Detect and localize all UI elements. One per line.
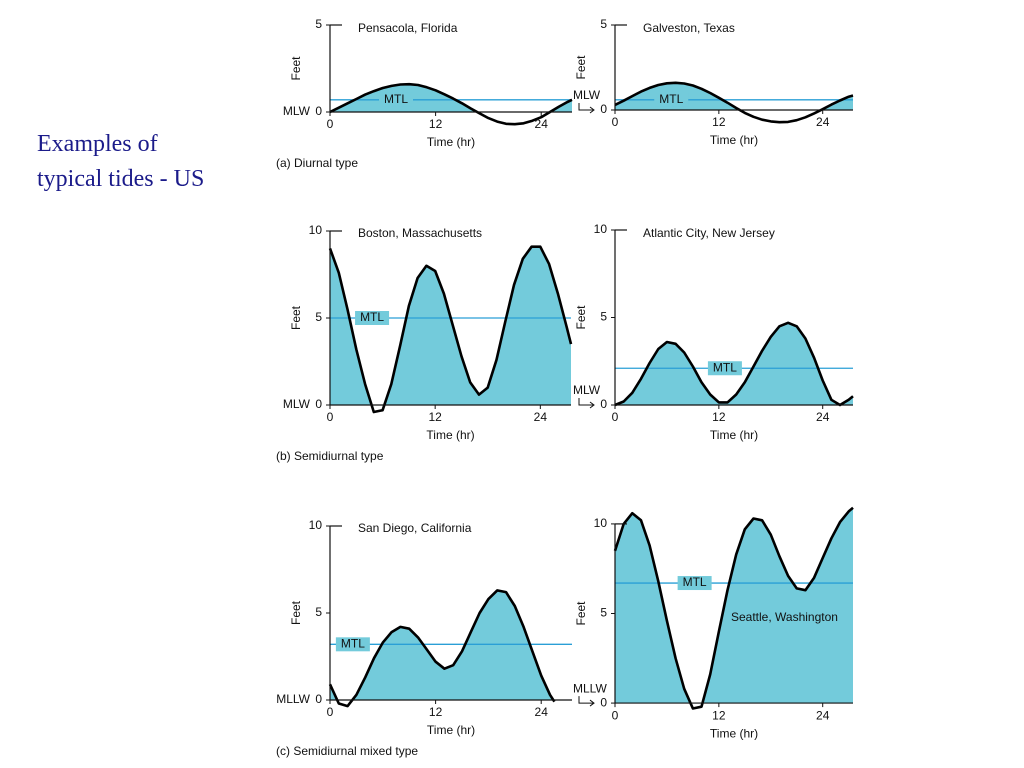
x-tick-label: 12 — [712, 708, 726, 722]
x-tick-label: 12 — [429, 117, 443, 131]
datum-arrow — [578, 398, 595, 409]
tide-curve — [614, 321, 854, 407]
y-tick-label: 5 — [315, 17, 322, 31]
y-axis-label: Feet — [574, 55, 588, 80]
y-axis-label: Feet — [289, 56, 303, 81]
mtl-label: MTL — [683, 575, 707, 589]
y-tick-label: 0 — [315, 104, 322, 118]
x-tick-label: 24 — [535, 117, 549, 131]
x-axis-label: Time (hr) — [427, 723, 475, 737]
mtl-label-bg — [677, 576, 712, 591]
chart-title: Atlantic City, New Jersey — [643, 226, 775, 240]
tide-area — [615, 507, 853, 704]
chart-title: Pensacola, Florida — [358, 21, 458, 35]
y-tick-label: 5 — [600, 310, 607, 324]
y-axis-label: Feet — [289, 305, 303, 330]
x-tick-label: 0 — [327, 410, 334, 424]
datum-label: MLLW — [573, 681, 607, 695]
x-tick-label: 12 — [712, 410, 726, 424]
mtl-label-bg — [335, 637, 370, 652]
y-tick-label: 5 — [600, 17, 607, 31]
mtl-label: MTL — [341, 636, 365, 650]
tide-area — [330, 590, 555, 700]
datum-label: MLW — [283, 104, 311, 118]
caption: (b) Semidiurnal type — [276, 449, 384, 463]
x-tick-label: 24 — [816, 115, 830, 129]
y-tick-label: 0 — [600, 397, 607, 411]
chart-title: Boston, Massachusetts — [358, 226, 482, 240]
y-tick-label: 0 — [315, 692, 322, 706]
datum-label: MLW — [283, 397, 311, 411]
datum-arrow — [578, 103, 595, 114]
y-axis-label: Feet — [574, 305, 588, 330]
tide-area — [615, 322, 853, 405]
x-axis-label: Time (hr) — [427, 135, 475, 149]
y-tick-label: 0 — [600, 102, 607, 116]
x-axis-label: Time (hr) — [710, 428, 758, 442]
mtl-label: MTL — [659, 92, 683, 106]
x-tick-label: 12 — [428, 410, 442, 424]
chart-title: Seattle, Washington — [731, 610, 838, 624]
y-tick-label: 10 — [309, 223, 323, 237]
y-tick-label: 10 — [594, 222, 608, 236]
x-tick-label: 12 — [429, 705, 443, 719]
x-tick-label: 0 — [327, 117, 334, 131]
x-axis-label: Time (hr) — [710, 133, 758, 147]
caption: (c) Semidiurnal mixed type — [276, 744, 418, 758]
datum-label: MLW — [573, 383, 601, 397]
datum-label: MLW — [573, 88, 601, 102]
x-axis-label: Time (hr) — [710, 726, 758, 740]
y-axis-label: Feet — [574, 601, 588, 626]
x-tick-label: 24 — [816, 708, 830, 722]
x-tick-label: 24 — [535, 705, 549, 719]
tide-area — [330, 246, 571, 405]
x-axis-label: Time (hr) — [426, 428, 474, 442]
chart-title: San Diego, California — [358, 521, 472, 535]
datum-label: MLLW — [276, 692, 310, 706]
x-tick-label: 12 — [712, 115, 726, 129]
chart-title: Galveston, Texas — [643, 21, 735, 35]
slide-title-line: typical tides - US — [37, 166, 204, 192]
mtl-label: MTL — [384, 92, 408, 106]
tide-curve — [613, 506, 854, 710]
y-tick-label: 5 — [600, 606, 607, 620]
slide-title-line: Examples of — [37, 131, 158, 157]
tide-curve — [328, 589, 556, 708]
x-tick-label: 0 — [612, 708, 619, 722]
mtl-label: MTL — [360, 310, 384, 324]
mtl-label: MTL — [713, 360, 737, 374]
x-tick-label: 0 — [612, 115, 619, 129]
x-tick-label: 24 — [534, 410, 548, 424]
y-tick-label: 0 — [315, 397, 322, 411]
x-tick-label: 24 — [816, 410, 830, 424]
y-tick-label: 10 — [309, 518, 323, 532]
y-tick-label: 0 — [600, 695, 607, 709]
y-tick-label: 5 — [315, 605, 322, 619]
tide-curve — [329, 82, 573, 126]
tide-curve — [614, 81, 854, 124]
mtl-label-bg — [707, 361, 742, 376]
y-tick-label: 10 — [594, 516, 608, 530]
mtl-label-bg — [379, 92, 413, 107]
x-tick-label: 0 — [327, 705, 334, 719]
caption: (a) Diurnal type — [276, 156, 358, 170]
y-tick-label: 5 — [315, 310, 322, 324]
x-tick-label: 0 — [612, 410, 619, 424]
mtl-label-bg — [654, 92, 689, 107]
datum-arrow — [578, 696, 595, 707]
y-axis-label: Feet — [289, 600, 303, 625]
tide-curve — [328, 245, 573, 414]
mtl-label-bg — [355, 311, 390, 325]
